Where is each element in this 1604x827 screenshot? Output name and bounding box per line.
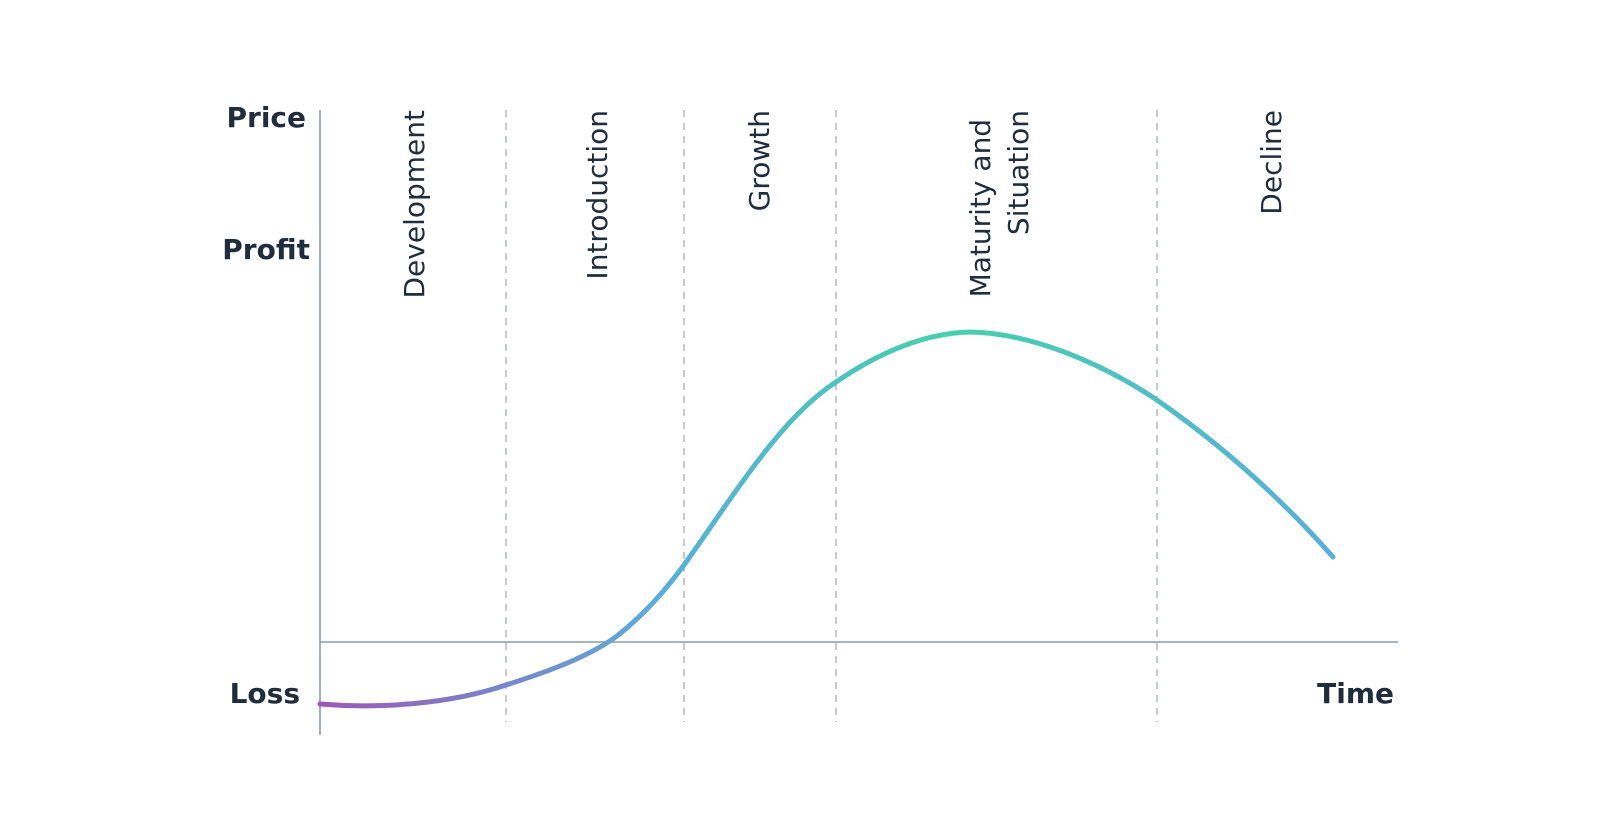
price-axis-label: Price bbox=[226, 101, 306, 134]
phase-label-introduction: Introduction bbox=[581, 110, 614, 280]
time-axis-label: Time bbox=[1317, 677, 1394, 710]
loss-axis-label: Loss bbox=[230, 677, 300, 710]
profit-axis-label: Profit bbox=[222, 233, 310, 266]
life-cycle-curve bbox=[317, 329, 1336, 709]
phase-label-development: Development bbox=[398, 110, 431, 299]
phase-label-growth: Growth bbox=[743, 110, 776, 211]
phase-label-decline: Decline bbox=[1255, 110, 1288, 215]
phase-label-maturity: Maturity and Situation bbox=[964, 110, 1035, 297]
